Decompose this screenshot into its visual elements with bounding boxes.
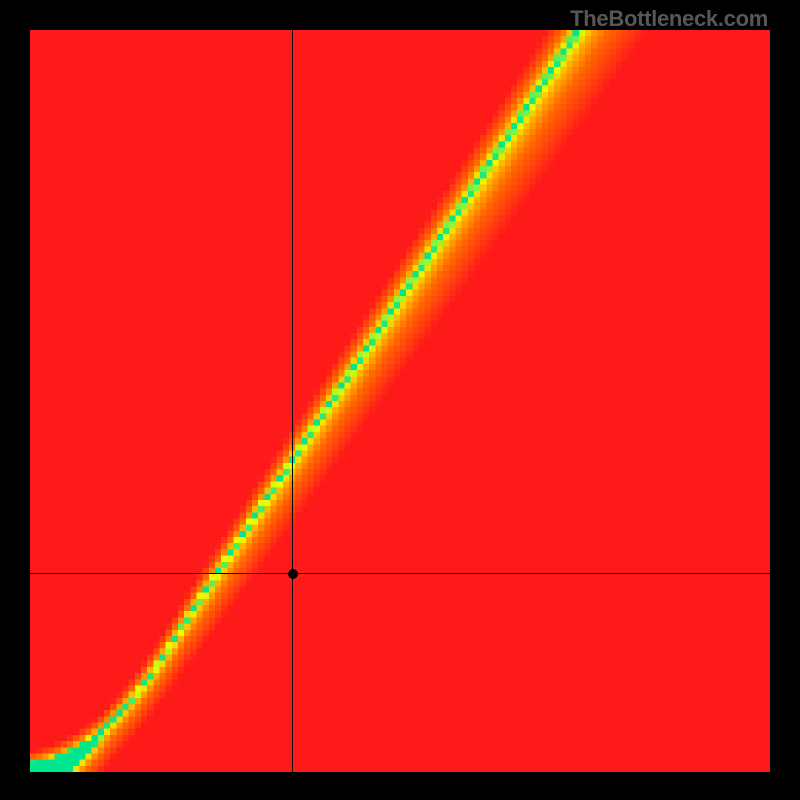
- crosshair-point: [288, 569, 298, 579]
- watermark-text: TheBottleneck.com: [570, 6, 768, 32]
- crosshair-vertical: [292, 30, 293, 772]
- chart-container: TheBottleneck.com: [0, 0, 800, 800]
- bottleneck-heatmap: [30, 30, 770, 772]
- crosshair-horizontal: [30, 573, 770, 574]
